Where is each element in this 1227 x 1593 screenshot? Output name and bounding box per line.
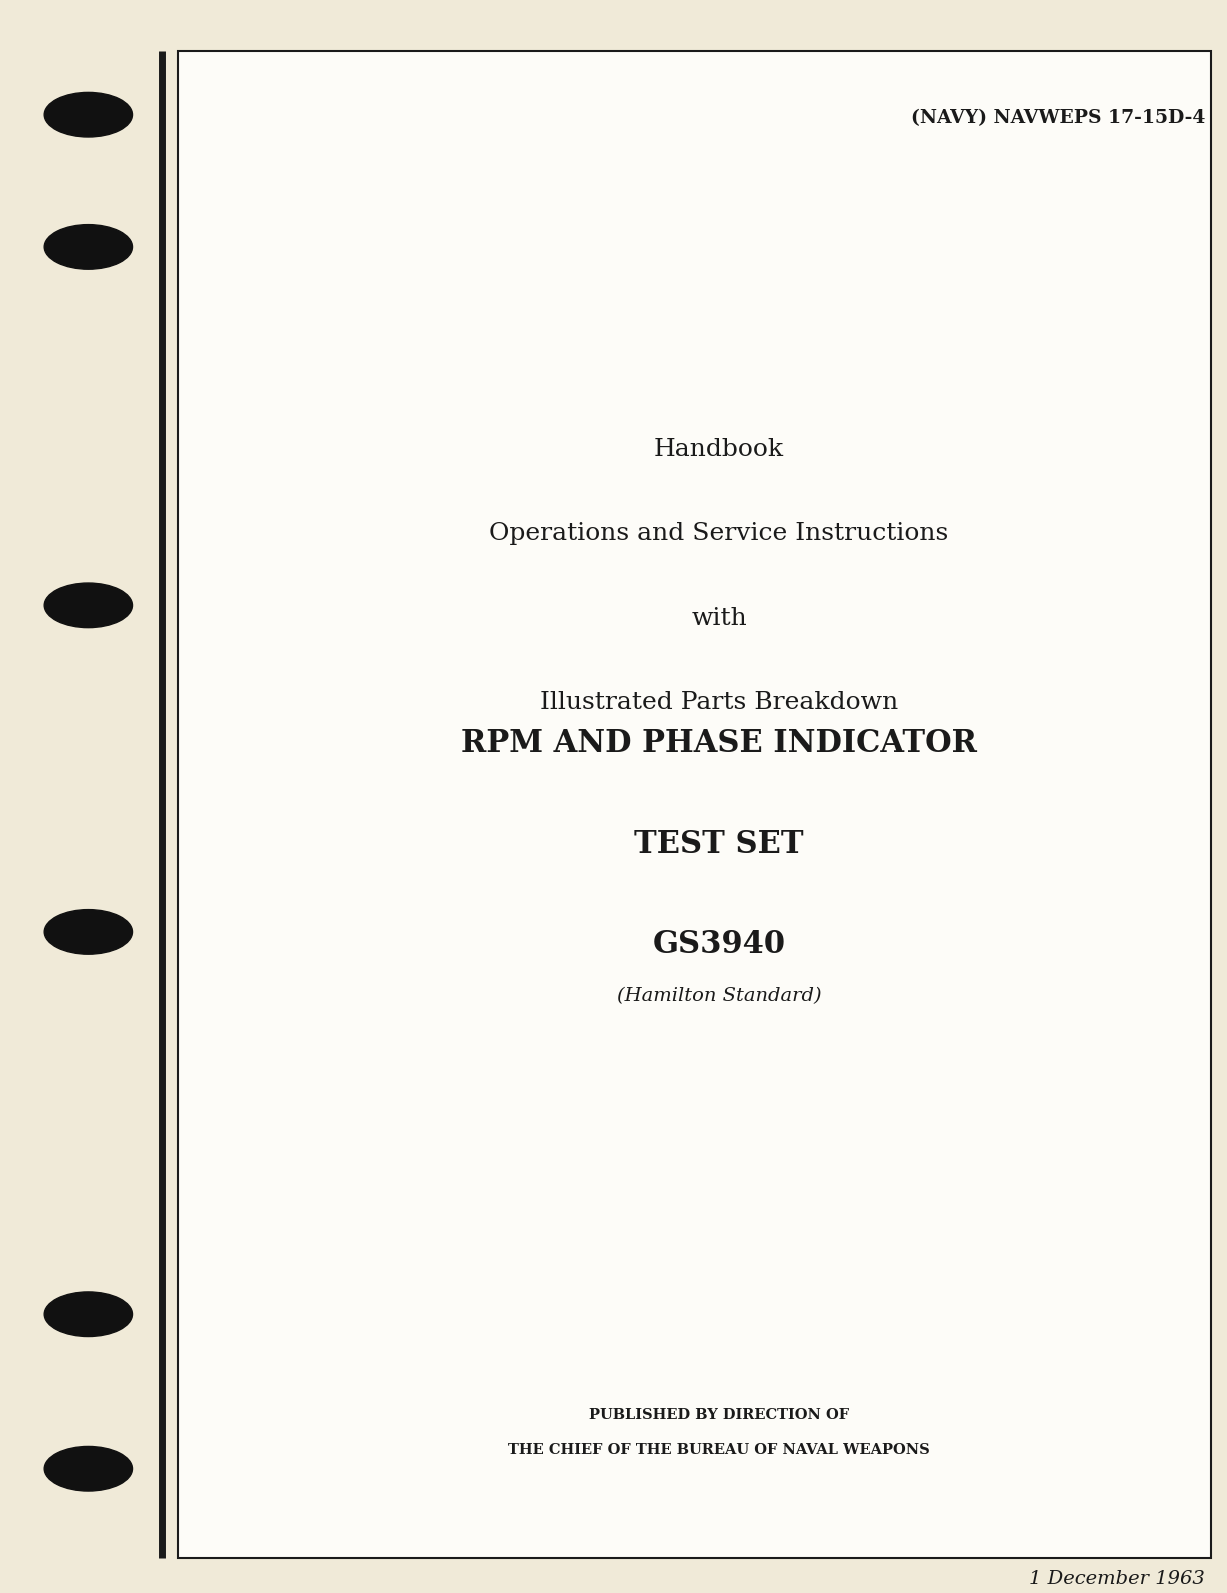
Text: THE CHIEF OF THE BUREAU OF NAVAL WEAPONS: THE CHIEF OF THE BUREAU OF NAVAL WEAPONS xyxy=(508,1443,930,1456)
Ellipse shape xyxy=(44,583,133,628)
Ellipse shape xyxy=(44,1292,133,1337)
Text: 1 December 1963: 1 December 1963 xyxy=(1029,1569,1205,1588)
Ellipse shape xyxy=(44,225,133,269)
Bar xyxy=(178,51,1211,1558)
Text: (NAVY) NAVWEPS 17-15D-4: (NAVY) NAVWEPS 17-15D-4 xyxy=(910,108,1205,127)
Text: GS3940: GS3940 xyxy=(653,929,785,961)
Ellipse shape xyxy=(44,92,133,137)
Text: Illustrated Parts Breakdown: Illustrated Parts Breakdown xyxy=(540,691,898,714)
Text: TEST SET: TEST SET xyxy=(634,828,804,860)
Ellipse shape xyxy=(44,910,133,954)
Text: PUBLISHED BY DIRECTION OF: PUBLISHED BY DIRECTION OF xyxy=(589,1408,849,1421)
Text: Handbook: Handbook xyxy=(654,438,784,460)
Text: (Hamilton Standard): (Hamilton Standard) xyxy=(617,986,821,1005)
Ellipse shape xyxy=(44,1446,133,1491)
Text: RPM AND PHASE INDICATOR: RPM AND PHASE INDICATOR xyxy=(461,728,977,760)
Text: Operations and Service Instructions: Operations and Service Instructions xyxy=(490,523,948,545)
Text: with: with xyxy=(691,607,747,629)
